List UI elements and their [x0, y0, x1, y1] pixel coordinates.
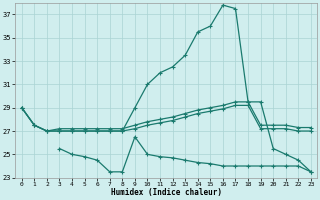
X-axis label: Humidex (Indice chaleur): Humidex (Indice chaleur)	[111, 188, 222, 197]
